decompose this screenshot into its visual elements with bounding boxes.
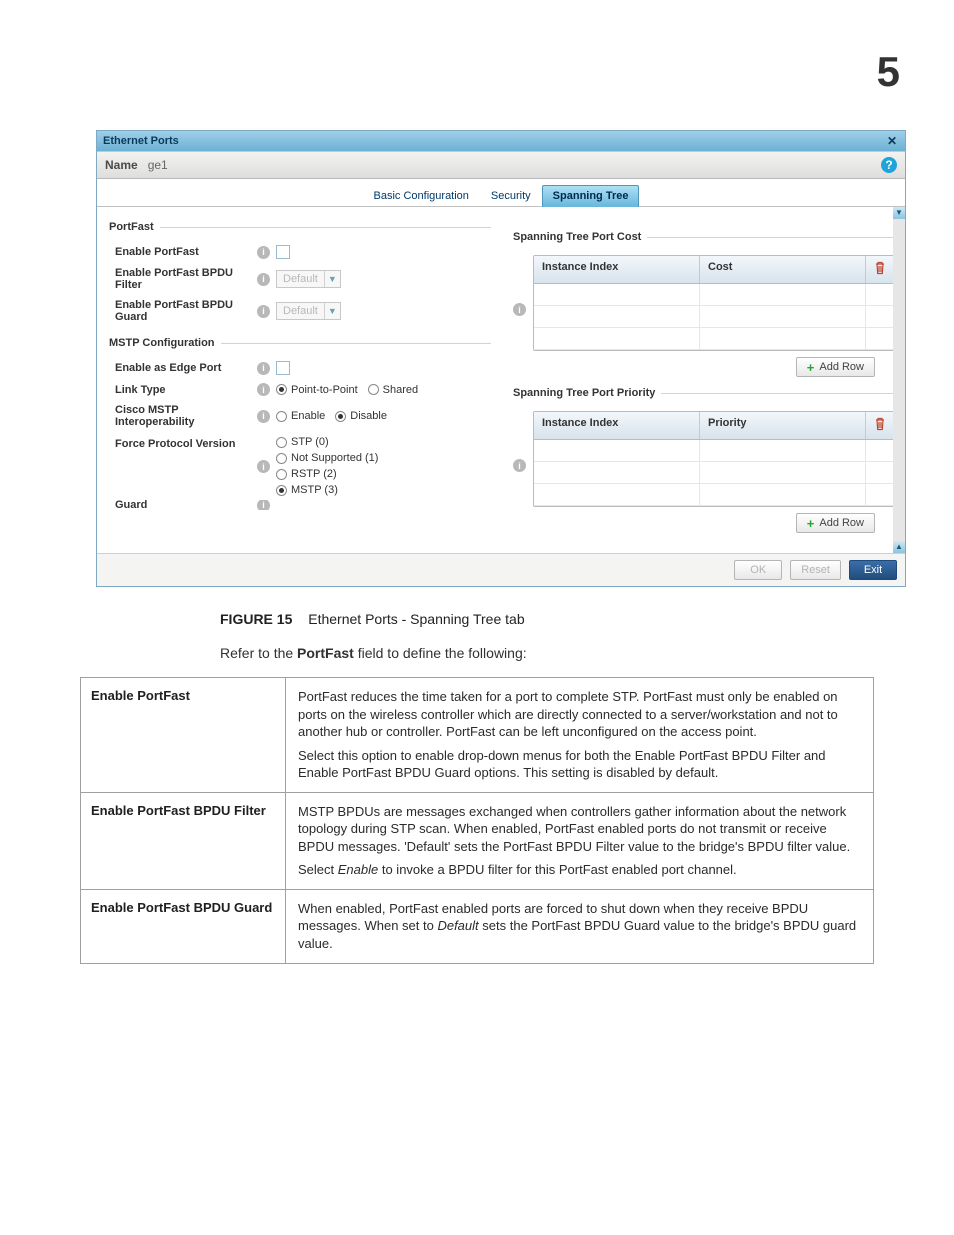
priority-col-priority[interactable]: Priority [700,412,866,439]
ethernet-ports-window: Ethernet Ports ✕ Name ge1 ? Basic Config… [96,130,906,587]
row-key: Enable PortFast BPDU Filter [81,793,286,889]
scrollbar[interactable]: ▼ ▲ [893,207,905,553]
trash-icon [874,261,886,278]
info-icon[interactable]: i [513,459,526,472]
portfast-legend: PortFast [107,221,160,233]
page-number: 5 [877,48,900,96]
bpdu-filter-value: Default [283,273,318,285]
window-footer: OK Reset Exit [97,553,905,586]
plus-icon: + [807,518,815,529]
add-row-button[interactable]: +Add Row [796,357,875,377]
port-priority-legend: Spanning Tree Port Priority [511,387,661,399]
force-protocol-label: Force Protocol Version [107,436,257,450]
row-value: When enabled, PortFast enabled ports are… [286,890,873,963]
link-type-p2p-radio[interactable]: Point-to-Point [276,384,358,396]
row-key: Enable PortFast BPDU Guard [81,890,286,963]
trash-icon [874,417,886,434]
window-titlebar: Ethernet Ports ✕ [97,131,905,151]
port-priority-group: Spanning Tree Port Priority i Instance I… [511,387,895,533]
left-pane: PortFast Enable PortFast i Enable PortFa… [97,207,501,553]
edge-port-label: Enable as Edge Port [107,362,257,374]
port-cost-legend: Spanning Tree Port Cost [511,231,647,243]
name-bar: Name ge1 ? [97,151,905,179]
tab-basic-configuration[interactable]: Basic Configuration [363,185,480,207]
right-pane: Spanning Tree Port Cost i Instance Index… [501,207,905,553]
window-title: Ethernet Ports [103,135,179,147]
port-priority-table: Instance Index Priority [533,411,895,507]
link-type-shared-radio[interactable]: Shared [368,384,418,396]
info-icon[interactable]: i [257,362,270,375]
table-row: Enable PortFast PortFast reduces the tim… [81,678,873,792]
port-cost-table: Instance Index Cost [533,255,895,351]
bpdu-filter-select[interactable]: Default ▼ [276,270,341,288]
info-icon[interactable]: i [513,303,526,316]
chevron-down-icon: ▼ [324,303,340,319]
bpdu-filter-label: Enable PortFast BPDU Filter [107,267,257,291]
mstp-legend: MSTP Configuration [107,337,221,349]
force-mstp-radio[interactable]: MSTP (3) [276,484,378,496]
priority-col-delete[interactable] [866,412,894,439]
cost-col-delete[interactable] [866,256,894,283]
description-table: Enable PortFast PortFast reduces the tim… [80,677,874,964]
help-icon[interactable]: ? [881,157,897,173]
intro-paragraph: Refer to the PortFast field to define th… [220,645,914,661]
cost-col-cost[interactable]: Cost [700,256,866,283]
enable-portfast-label: Enable PortFast [107,246,257,258]
plus-icon: + [807,362,815,373]
ok-button[interactable]: OK [734,560,782,580]
force-stp-radio[interactable]: STP (0) [276,436,378,448]
cisco-interop-label: Cisco MSTP Interoperability [107,404,257,428]
force-rstp-radio[interactable]: RSTP (2) [276,468,378,480]
table-row: Enable PortFast BPDU Guard When enabled,… [81,889,873,963]
name-value: ge1 [148,158,168,172]
enable-portfast-checkbox[interactable] [276,245,290,259]
scroll-down-icon[interactable]: ▲ [893,541,905,553]
chevron-down-icon: ▼ [324,271,340,287]
interop-disable-radio[interactable]: Disable [335,410,387,422]
cost-col-instance[interactable]: Instance Index [534,256,700,283]
exit-button[interactable]: Exit [849,560,897,580]
force-ns-radio[interactable]: Not Supported (1) [276,452,378,464]
port-cost-group: Spanning Tree Port Cost i Instance Index… [511,231,895,377]
info-icon[interactable]: i [257,500,270,510]
bpdu-guard-value: Default [283,305,318,317]
info-icon[interactable]: i [257,246,270,259]
bpdu-guard-select[interactable]: Default ▼ [276,302,341,320]
add-row-button[interactable]: +Add Row [796,513,875,533]
info-icon[interactable]: i [257,383,270,396]
figure-label: FIGURE 15 [220,611,292,627]
interop-enable-radio[interactable]: Enable [276,410,325,422]
guard-label: Guard [107,500,257,510]
figure-caption: FIGURE 15 Ethernet Ports - Spanning Tree… [220,611,914,627]
info-icon[interactable]: i [257,305,270,318]
name-label: Name [105,158,138,172]
info-icon[interactable]: i [257,460,270,473]
scroll-up-icon[interactable]: ▼ [893,207,905,219]
table-row: Enable PortFast BPDU Filter MSTP BPDUs a… [81,792,873,889]
link-type-label: Link Type [107,384,257,396]
priority-col-instance[interactable]: Instance Index [534,412,700,439]
row-key: Enable PortFast [81,678,286,792]
edge-port-checkbox[interactable] [276,361,290,375]
row-value: PortFast reduces the time taken for a po… [286,678,873,792]
close-icon[interactable]: ✕ [885,134,899,148]
info-icon[interactable]: i [257,410,270,423]
tab-security[interactable]: Security [480,185,542,207]
portfast-group: PortFast Enable PortFast i Enable PortFa… [107,221,491,327]
tab-strip: Basic Configuration Security Spanning Tr… [97,179,905,207]
mstp-group: MSTP Configuration Enable as Edge Port i… [107,337,491,510]
reset-button[interactable]: Reset [790,560,841,580]
bpdu-guard-label: Enable PortFast BPDU Guard [107,299,257,323]
figure-text: Ethernet Ports - Spanning Tree tab [308,611,524,627]
tab-spanning-tree[interactable]: Spanning Tree [542,185,640,207]
info-icon[interactable]: i [257,273,270,286]
row-value: MSTP BPDUs are messages exchanged when c… [286,793,873,889]
